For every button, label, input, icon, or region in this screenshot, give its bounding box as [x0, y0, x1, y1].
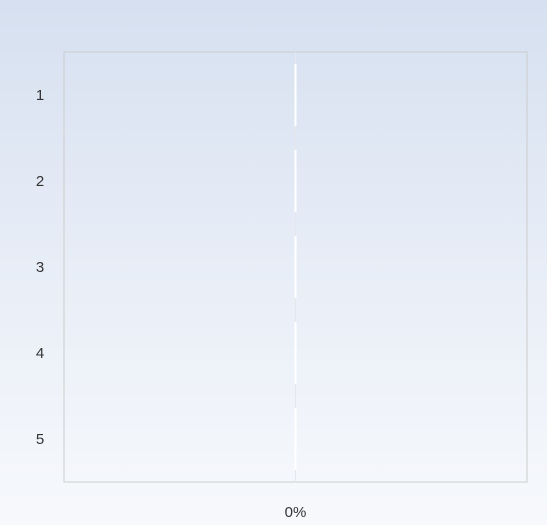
bar-4 — [294, 322, 297, 384]
y-tick-label: 3 — [36, 259, 44, 276]
y-axis: 1 2 3 4 5 — [36, 87, 44, 448]
bars — [294, 64, 297, 470]
bar-5 — [294, 408, 297, 470]
bar-3 — [294, 236, 297, 298]
y-tick-label: 5 — [36, 431, 44, 448]
bar-1 — [294, 64, 297, 126]
bar-2 — [294, 150, 297, 212]
y-tick-label: 1 — [36, 87, 44, 104]
y-tick-label: 2 — [36, 173, 44, 190]
x-axis: 0% — [285, 504, 307, 521]
y-tick-label: 4 — [36, 345, 44, 362]
x-tick-label: 0% — [285, 504, 307, 521]
